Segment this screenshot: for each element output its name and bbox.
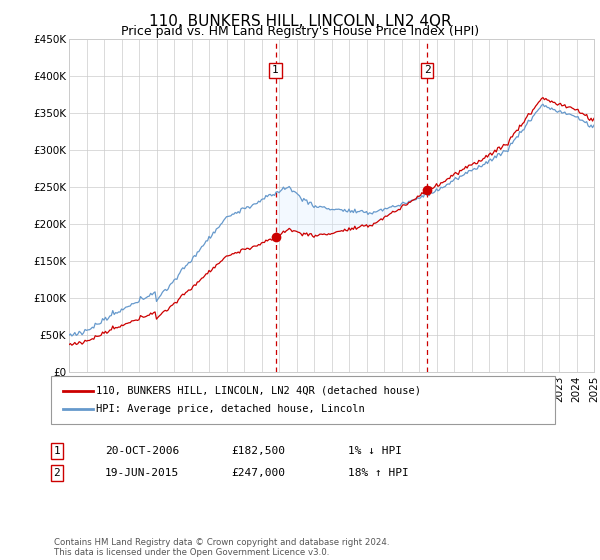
Text: 2: 2 <box>53 468 61 478</box>
Text: 20-OCT-2006: 20-OCT-2006 <box>105 446 179 456</box>
Text: 18% ↑ HPI: 18% ↑ HPI <box>348 468 409 478</box>
Text: £182,500: £182,500 <box>231 446 285 456</box>
Text: 110, BUNKERS HILL, LINCOLN, LN2 4QR (detached house): 110, BUNKERS HILL, LINCOLN, LN2 4QR (det… <box>96 386 421 396</box>
Text: 110, BUNKERS HILL, LINCOLN, LN2 4QR: 110, BUNKERS HILL, LINCOLN, LN2 4QR <box>149 14 451 29</box>
Text: 19-JUN-2015: 19-JUN-2015 <box>105 468 179 478</box>
Text: 1: 1 <box>53 446 61 456</box>
Text: £247,000: £247,000 <box>231 468 285 478</box>
Text: 1: 1 <box>272 66 279 75</box>
Text: Price paid vs. HM Land Registry's House Price Index (HPI): Price paid vs. HM Land Registry's House … <box>121 25 479 38</box>
Text: HPI: Average price, detached house, Lincoln: HPI: Average price, detached house, Linc… <box>96 404 365 414</box>
Text: 2: 2 <box>424 66 431 75</box>
Text: 1% ↓ HPI: 1% ↓ HPI <box>348 446 402 456</box>
Text: Contains HM Land Registry data © Crown copyright and database right 2024.
This d: Contains HM Land Registry data © Crown c… <box>54 538 389 557</box>
